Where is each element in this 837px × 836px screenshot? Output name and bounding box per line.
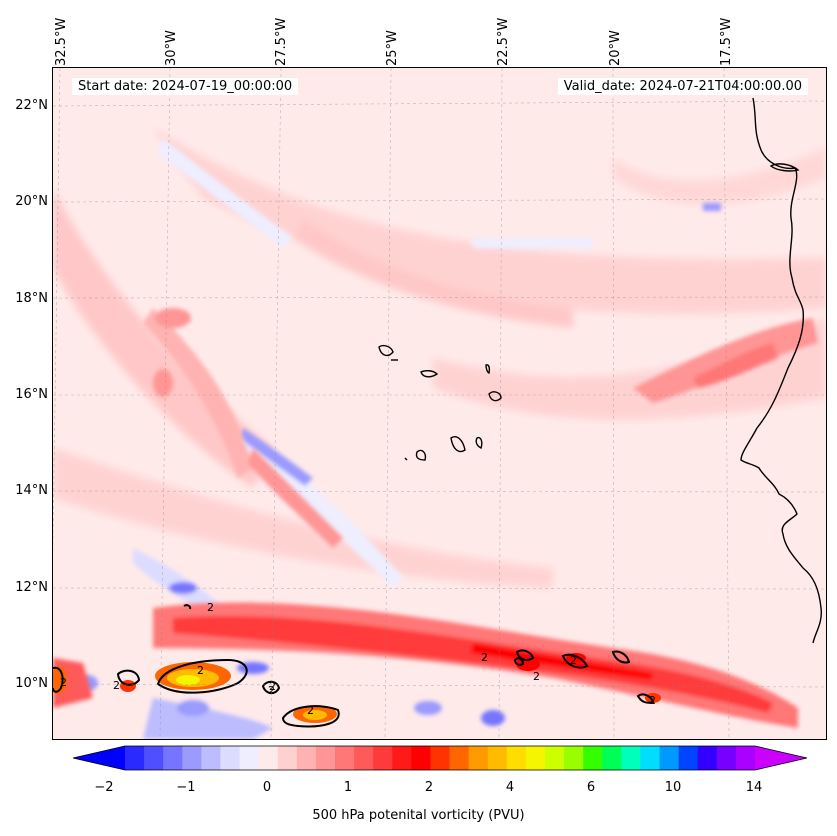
- colorbar-cell: [564, 746, 584, 770]
- colorbar-cell: [449, 746, 470, 770]
- pv-map: 2 2 2 2 2 2 2 2 2 2 2: [53, 68, 826, 739]
- coastline: [378, 97, 823, 644]
- colorbar-tick-label: −1: [176, 780, 195, 795]
- colorbar-cell: [487, 746, 508, 770]
- lat-tick-label: 20°N: [15, 194, 48, 209]
- colorbar-cell: [201, 746, 221, 770]
- contour-label: 2: [649, 694, 656, 707]
- contour-label: 2: [60, 676, 67, 689]
- colorbar-cell: [735, 746, 756, 770]
- colorbar-cell: [583, 746, 603, 770]
- colorbar-tick-label: −2: [94, 780, 113, 795]
- colorbar-ticks: −2 −1 0 1 2 4 6 10 14: [94, 780, 762, 795]
- lat-tick-label: 14°N: [15, 483, 48, 498]
- lat-tick-label: 16°N: [15, 387, 48, 402]
- contour-label: 2: [570, 654, 577, 667]
- colorbar-cells: [72, 745, 808, 771]
- colorbar-cell: [506, 746, 527, 770]
- colorbar-cell: [315, 746, 336, 770]
- contour-label: 2: [533, 670, 540, 683]
- colorbar-cell: [430, 746, 451, 770]
- colorbar-tick-label: 0: [263, 780, 271, 795]
- lon-tick-label: 32.5°W: [54, 17, 69, 66]
- lon-tick-label: 17.5°W: [719, 17, 734, 66]
- contour-labels: 2 2 2 2 2 2 2 2 2 2 2: [60, 601, 656, 717]
- contour-label: 2: [268, 684, 275, 697]
- colorbar-cell: [545, 746, 565, 770]
- start-date-label: Start date: 2024-07-19_00:00:00: [72, 78, 299, 95]
- lat-tick-label: 22°N: [15, 98, 48, 113]
- lon-tick-label: 30°W: [164, 30, 179, 66]
- colorbar-cell: [354, 746, 374, 770]
- lon-tick-label: 22.5°W: [496, 17, 511, 66]
- lat-tick-label: 18°N: [15, 291, 48, 306]
- contour-label: 2: [269, 680, 276, 693]
- colorbar-cell: [602, 746, 622, 770]
- contour-label: 2: [113, 679, 120, 692]
- valid-date-label: Valid_date: 2024-07-21T04:00:00.00: [557, 78, 808, 95]
- colorbar-cell: [697, 746, 718, 770]
- contour-label: 2: [481, 651, 488, 664]
- lat-tick-label: 10°N: [15, 676, 48, 691]
- graticule: [53, 68, 826, 739]
- colorbar-cell: [125, 746, 145, 770]
- colorbar-tick-label: 1: [344, 780, 352, 795]
- contours-2pvu: [53, 604, 655, 728]
- pv-field-mid: [143, 308, 818, 548]
- colorbar-tick-label: 14: [746, 780, 763, 795]
- colorbar-cell: [392, 746, 412, 770]
- colorbar-cell: [144, 746, 164, 770]
- colorbar-cell: [182, 746, 202, 770]
- lon-tick-label: 20°W: [608, 30, 623, 66]
- lat-tick-label: 12°N: [15, 580, 48, 595]
- colorbar-cell: [258, 746, 279, 770]
- colorbar-max-extension: [755, 746, 807, 770]
- colorbar-cell: [716, 746, 737, 770]
- lon-tick-label: 25°W: [385, 30, 400, 66]
- contour-label: 2: [207, 601, 214, 614]
- colorbar-tick-label: 6: [587, 780, 595, 795]
- colorbar-cell: [525, 746, 546, 770]
- colorbar-cell: [468, 746, 489, 770]
- colorbar-min-extension: [73, 746, 125, 770]
- contour-label: 2: [197, 664, 204, 677]
- colorbar-tick-label: 2: [425, 780, 433, 795]
- colorbar-cell: [220, 746, 241, 770]
- colorbar-cell: [373, 746, 393, 770]
- colorbar-cell: [640, 746, 661, 770]
- contour-label: 2: [307, 704, 314, 717]
- colorbar-outline: [72, 745, 808, 771]
- colorbar-cell: [296, 746, 317, 770]
- colorbar-cell: [678, 746, 699, 770]
- colorbar-cell: [163, 746, 183, 770]
- colorbar-cell: [239, 746, 260, 770]
- colorbar-cell: [335, 746, 355, 770]
- colorbar-cell: [621, 746, 641, 770]
- colorbar-cell: [277, 746, 298, 770]
- colorbar-label: 500 hPa potenital vorticity (PVU): [312, 808, 525, 823]
- map-panel: 2 2 2 2 2 2 2 2 2 2 2: [52, 67, 827, 740]
- colorbar-cell: [659, 746, 680, 770]
- colorbar-cell: [411, 746, 431, 770]
- colorbar-tick-label: 10: [665, 780, 682, 795]
- colorbar-tick-label: 4: [506, 780, 514, 795]
- pv-field-negative: [78, 138, 721, 739]
- lon-tick-label: 27.5°W: [274, 17, 289, 66]
